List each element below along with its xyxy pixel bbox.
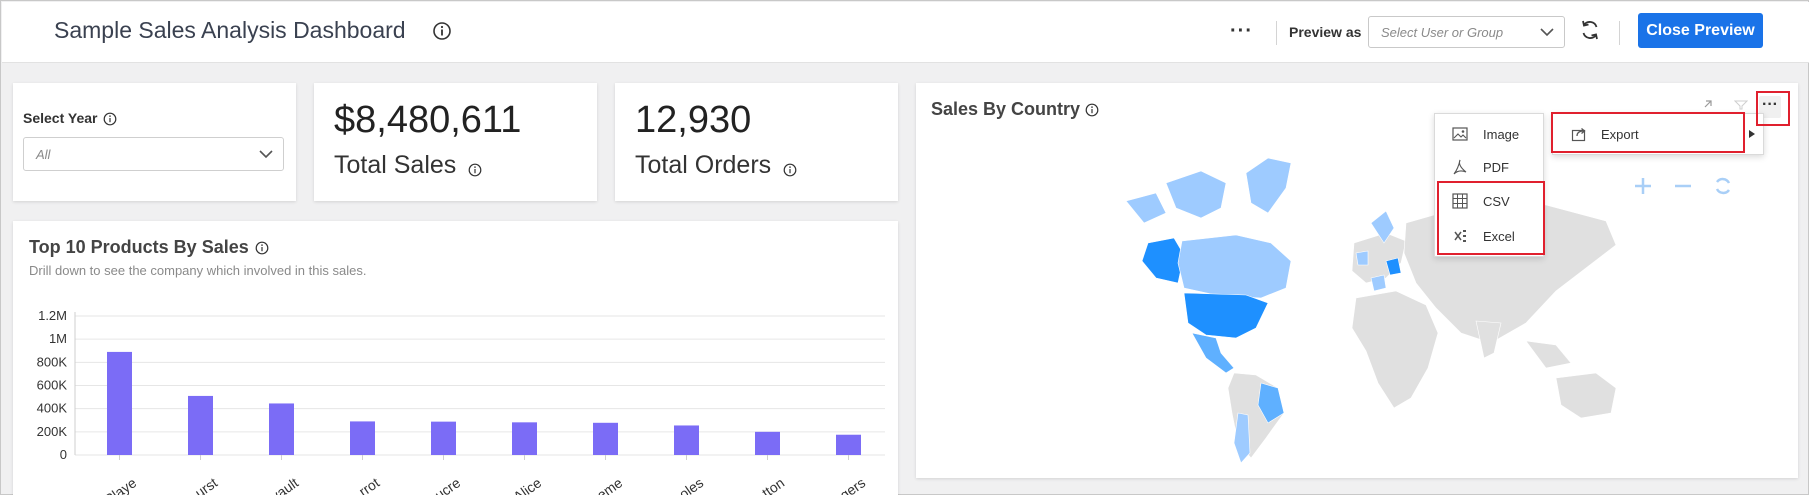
bar[interactable]: [593, 422, 618, 455]
x-tick-label: tton: [759, 474, 787, 495]
export-icon: [1571, 128, 1586, 142]
pdf-icon: [1453, 159, 1467, 175]
select-year-card: Select Year All: [13, 83, 296, 201]
bar[interactable]: [188, 395, 213, 455]
select-year-label: Select Year: [23, 110, 98, 126]
sales-by-country-title: Sales By Country: [931, 99, 1081, 119]
total-sales-card: $8,480,611 Total Sales: [314, 83, 597, 201]
zoom-out-icon[interactable]: [1672, 175, 1694, 197]
info-icon[interactable]: [432, 21, 452, 41]
filter-icon[interactable]: [1734, 100, 1748, 110]
top-products-title: Top 10 Products By Sales: [29, 237, 249, 257]
excel-icon: [1454, 230, 1466, 242]
export-menu: Export: [1552, 113, 1764, 155]
world-map: [1125, 157, 1617, 464]
x-tick-label: ucre: [432, 474, 464, 495]
top-products-subtitle: Drill down to see the company which invo…: [29, 263, 367, 278]
x-tick-label: Playe: [101, 474, 139, 495]
expand-icon[interactable]: [1703, 99, 1713, 109]
chevron-down-icon: [259, 150, 273, 159]
user-select-placeholder: Select User or Group: [1381, 25, 1504, 40]
info-icon[interactable]: [1085, 103, 1099, 117]
card-more-button[interactable]: ···: [1759, 96, 1781, 118]
x-tick-label: vault: [268, 474, 301, 495]
x-tick-label: urst: [192, 474, 220, 495]
menu-item-label: Image: [1483, 127, 1520, 142]
divider: [1619, 21, 1620, 45]
zoom-in-icon[interactable]: [1632, 175, 1654, 197]
x-tick-label: eme: [594, 474, 626, 495]
total-sales-label: Total Sales: [334, 151, 457, 179]
info-icon[interactable]: [783, 163, 797, 177]
x-tick-label: gers: [837, 474, 868, 495]
menu-item-label: CSV: [1483, 194, 1510, 209]
info-icon[interactable]: [103, 112, 117, 126]
bar[interactable]: [755, 431, 780, 455]
y-tick-label: 600K: [37, 378, 68, 393]
chevron-down-icon: [1540, 28, 1554, 37]
total-orders-value: 12,930: [635, 99, 752, 141]
menu-item-csv[interactable]: CSV: [1435, 186, 1543, 216]
menu-item-label: Excel: [1483, 229, 1515, 244]
y-tick-label: 1.2M: [38, 308, 67, 323]
menu-item-excel[interactable]: Excel: [1435, 221, 1543, 251]
chevron-right-icon: [1749, 130, 1755, 138]
x-tick-label: oles: [676, 474, 706, 495]
menu-item-export[interactable]: Export: [1553, 119, 1763, 149]
preview-as-label: Preview as: [1289, 24, 1362, 40]
year-dropdown[interactable]: All: [23, 137, 284, 171]
more-options-button[interactable]: ···: [1230, 20, 1253, 42]
x-tick-label: Alice: [510, 474, 544, 495]
bar[interactable]: [431, 421, 456, 455]
menu-item-image[interactable]: Image: [1435, 119, 1543, 149]
close-preview-button[interactable]: Close Preview: [1638, 13, 1763, 48]
bar[interactable]: [350, 421, 375, 455]
x-tick-label: rrot: [356, 474, 382, 495]
y-tick-label: 400K: [37, 401, 68, 416]
menu-item-label: Export: [1601, 127, 1639, 142]
bar-chart: 0 200K 400K 600K 800K 1M 1.2M Playe urst vault rro…: [37, 308, 885, 495]
y-tick-label: 1M: [49, 331, 67, 346]
user-group-select[interactable]: Select User or Group: [1368, 16, 1565, 48]
year-dropdown-value: All: [36, 147, 51, 162]
y-tick-label: 0: [60, 447, 67, 462]
menu-item-label: PDF: [1483, 160, 1509, 175]
top-products-card: Top 10 Products By Sales Drill down to s…: [13, 221, 898, 495]
total-sales-value: $8,480,611: [334, 99, 522, 141]
card-more-dots: ···: [1762, 96, 1778, 113]
total-orders-card: 12,930 Total Orders: [615, 83, 898, 201]
refresh-icon[interactable]: [1579, 19, 1601, 41]
export-options-menu: Image PDF CSV: [1434, 113, 1544, 257]
total-orders-label: Total Orders: [635, 151, 772, 179]
menu-item-pdf[interactable]: PDF: [1435, 152, 1543, 182]
y-tick-label: 200K: [37, 424, 68, 439]
divider: [1276, 21, 1277, 45]
bar[interactable]: [107, 351, 132, 455]
bar[interactable]: [269, 403, 294, 455]
csv-icon: [1452, 193, 1468, 209]
y-tick-label: 800K: [37, 354, 68, 369]
page-title: Sample Sales Analysis Dashboard: [54, 17, 406, 43]
image-icon: [1452, 127, 1468, 141]
header-bar: Sample Sales Analysis Dashboard ··· Prev…: [2, 2, 1809, 63]
info-icon[interactable]: [255, 241, 269, 255]
info-icon[interactable]: [468, 163, 482, 177]
bar[interactable]: [512, 422, 537, 455]
reset-zoom-icon[interactable]: [1712, 175, 1734, 197]
bar[interactable]: [674, 425, 699, 455]
bar[interactable]: [836, 434, 861, 455]
